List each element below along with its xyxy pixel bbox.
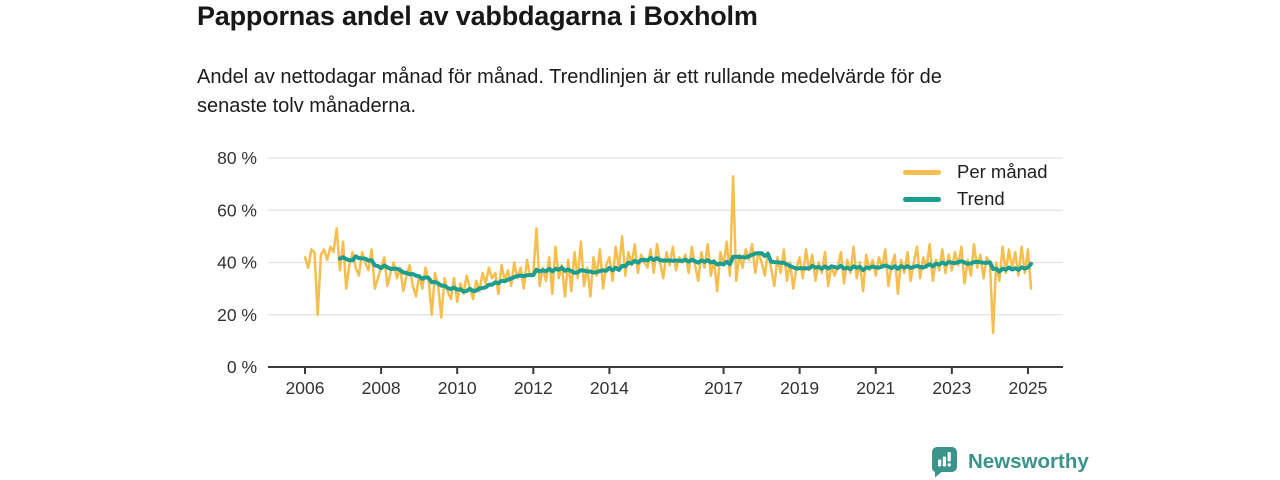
- x-tick-label: 2023: [932, 378, 971, 398]
- x-tick-label: 2008: [362, 378, 401, 398]
- chart-subtitle-line2: senaste tolv månaderna.: [197, 95, 417, 117]
- x-tick-label: 2017: [704, 378, 743, 398]
- chart-title: Pappornas andel av vabbdagarna i Boxholm: [197, 1, 758, 31]
- y-tick-label: 60 %: [217, 200, 257, 220]
- y-tick-label: 0 %: [227, 357, 257, 377]
- y-tick-label: 20 %: [217, 305, 257, 325]
- legend-swatch-trend-icon: [903, 196, 941, 202]
- newsworthy-logo-icon: [931, 447, 957, 478]
- chart-subtitle: Andel av nettodagar månad för månad. Tre…: [197, 63, 942, 121]
- x-tick-label: 2006: [286, 378, 325, 398]
- chart-subtitle-line1: Andel av nettodagar månad för månad. Tre…: [197, 66, 942, 88]
- x-tick-label: 2012: [514, 378, 553, 398]
- brand-footer: Newsworthy: [931, 446, 1089, 478]
- x-tick-label: 2010: [438, 378, 477, 398]
- chart-legend: Per månad Trend: [903, 161, 1048, 209]
- x-tick-label: 2021: [856, 378, 895, 398]
- legend-entry-per-manad: Per månad: [903, 161, 1048, 182]
- y-tick-label: 40 %: [217, 253, 257, 273]
- legend-entry-trend: Trend: [903, 188, 1048, 209]
- x-tick-label: 2025: [1008, 378, 1047, 398]
- brand-name: Newsworthy: [968, 450, 1089, 473]
- y-tick-label: 80 %: [217, 148, 257, 168]
- legend-label-trend: Trend: [957, 188, 1005, 209]
- legend-label-per-manad: Per månad: [957, 161, 1048, 182]
- legend-swatch-per-manad-icon: [903, 169, 941, 175]
- x-tick-label: 2019: [780, 378, 819, 398]
- x-tick-label: 2014: [590, 378, 629, 398]
- series-line-trend: [337, 251, 1034, 294]
